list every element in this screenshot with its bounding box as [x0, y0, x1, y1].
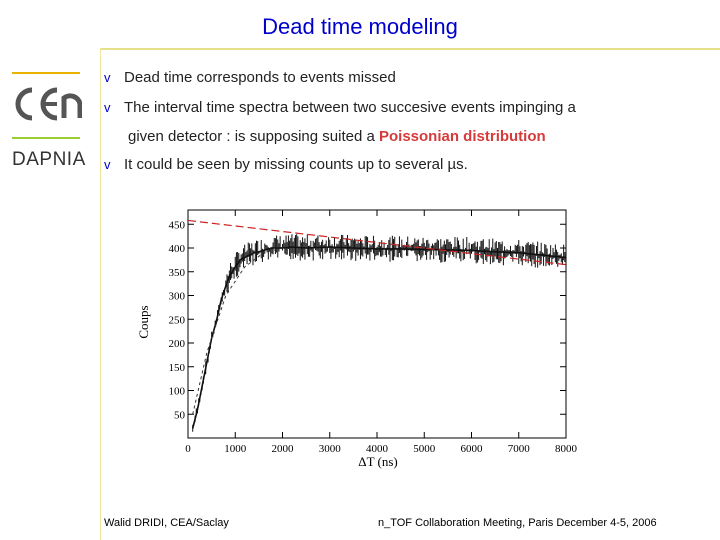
left-divider [100, 48, 101, 540]
bullet-1-text: Dead time corresponds to events missed [124, 69, 396, 86]
y-tick-label: 150 [169, 362, 186, 374]
x-axis-label: ΔT (ns) [358, 454, 398, 469]
cea-logo-icon [15, 87, 82, 121]
y-tick-label: 350 [169, 267, 186, 279]
bullet-mark-icon: v [104, 70, 111, 85]
rise-curve [192, 247, 283, 415]
bullet-2-cont-text: given detector : is supposing suited a [128, 128, 375, 145]
logo-top-bar [12, 72, 80, 74]
bullet-3: v It could be seen by missing counts up t… [104, 156, 468, 173]
x-tick-label: 0 [185, 443, 191, 455]
bullet-2-highlight: Poissonian distribution [379, 128, 546, 145]
x-tick-label: 3000 [319, 443, 342, 455]
bullet-1: v Dead time corresponds to events missed [104, 69, 396, 86]
logo-bottom-bar [12, 137, 80, 139]
y-axis-label: Coups [136, 305, 151, 338]
footer-author: Walid DRIDI, CEA/Saclay [104, 517, 229, 529]
fit-line [187, 219, 567, 266]
plot-frame [187, 209, 567, 439]
y-tick-label: 200 [169, 338, 186, 350]
bullet-3-text: It could be seen by missing counts up to… [124, 156, 468, 173]
org-name: DAPNIA [12, 149, 86, 170]
bullet-mark-icon: v [104, 100, 111, 115]
x-tick-label: 8000 [555, 443, 578, 455]
y-tick-label: 450 [169, 219, 186, 231]
bullet-2-text: The interval time spectra between two su… [124, 99, 576, 116]
x-tick-label: 4000 [366, 443, 389, 455]
x-tick-label: 1000 [224, 443, 247, 455]
footer-event: n_TOF Collaboration Meeting, Paris Decem… [378, 517, 657, 529]
histogram-series [191, 246, 567, 429]
y-tick-label: 50 [174, 409, 186, 421]
x-tick-label: 2000 [272, 443, 295, 455]
bullet-mark-icon: v [104, 157, 111, 172]
y-tick-label: 250 [169, 314, 186, 326]
x-tick-label: 7000 [508, 443, 531, 455]
dead-time-chart: 0 1000 2000 3000 4000 5000 6000 7000 8000 50 100 15… [136, 209, 578, 469]
bullet-2-continuation: given detector : is supposing suited a P… [128, 128, 546, 145]
y-tick-label: 100 [169, 386, 186, 398]
x-tick-label: 6000 [461, 443, 484, 455]
title-divider [100, 48, 720, 50]
x-tick-label: 5000 [413, 443, 436, 455]
slide-title: Dead time modeling [262, 14, 458, 39]
y-tick-label: 400 [169, 243, 186, 255]
y-tick-label: 300 [169, 291, 186, 303]
bullet-2: v The interval time spectra between two s… [104, 99, 576, 116]
